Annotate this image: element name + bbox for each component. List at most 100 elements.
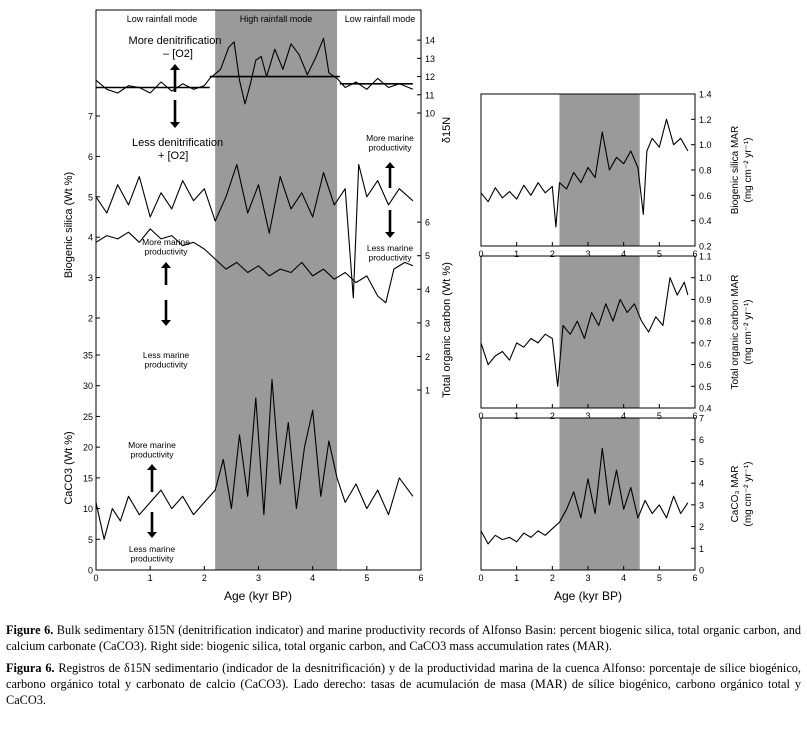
d15n-axis-tick-label: 12: [425, 72, 435, 82]
biogenic-silica-axis-tick-label: 5: [88, 192, 93, 202]
caco3-mar-y-axis-tick-label: 6: [699, 435, 704, 445]
biogenic-silica-mar-shading: [559, 94, 640, 246]
left-x-axis-label: Age (kyr BP): [224, 589, 292, 603]
annotation-less-productivity-1-line: productivity: [145, 360, 189, 370]
annotation-more-productivity-3-line: More marine: [128, 440, 176, 450]
caco3-mar-y-axis-tick-label: 3: [699, 500, 704, 510]
toc-mar-y-axis-tick-label: 0.9: [699, 295, 712, 305]
annotation-less-productivity-1-line: Less marine: [143, 350, 190, 360]
caption-en-label: Figure 6.: [6, 623, 54, 637]
annotation-more-productivity-2-line: productivity: [369, 143, 413, 153]
d15n-axis-tick-label: 10: [425, 109, 435, 119]
toc-axis-tick-label: 2: [425, 352, 430, 362]
arrow-less-denitrification: [170, 100, 180, 128]
high-rainfall-shading: [215, 10, 338, 570]
toc-axis-tick-label: 3: [425, 318, 430, 328]
toc-mar-panel: 0.4 0.5 0.6 0.7 0.8 0.9 1.0 1.1 0 1 2 3 4 5 6 Total org…: [478, 252, 754, 422]
figure: Low rainfall mode High rainfall mode Low r…: [63, 9, 754, 604]
toc-mar-y-axis-tick-label: 0.8: [699, 317, 712, 327]
toc-mar-y-axis-tick-label: 0.5: [699, 382, 712, 392]
biogenic-silica-mar-axis-label-line: Biogenic silica MAR: [730, 126, 741, 214]
annotation-more-productivity-3-line: productivity: [131, 450, 175, 460]
toc-mar-x-axis-tick-label: 4: [621, 411, 626, 421]
arrow-more-productivity-3: [147, 464, 157, 492]
d15n-line: [95, 37, 414, 105]
arrow-less-denitrification-head: [170, 122, 180, 128]
annotation-minus-o2: – [O2]: [163, 48, 193, 60]
toc-mar-shading: [559, 256, 640, 408]
caco3-mar-y-axis-tick-label: 5: [699, 457, 704, 467]
left-composite-panel: Low rainfall mode High rainfall mode Low r…: [63, 9, 453, 603]
toc-mar-y-axis-tick-label: 0.4: [699, 404, 712, 414]
annotation-more-productivity-2: More marine productivity: [366, 133, 414, 153]
annotation-less-denitrification: Less denitrification: [132, 137, 223, 149]
caco3-mar-y-axis-tick-label: 0: [699, 566, 704, 576]
arrow-more-productivity-1: [161, 262, 171, 285]
d15n-axis-tick-label: 14: [425, 36, 435, 46]
toc-mar-x-axis-tick-label: 0: [478, 411, 483, 421]
toc-mar-y-axis-tick-label: 1.0: [699, 273, 712, 283]
annotation-less-productivity-2-line: productivity: [369, 253, 413, 263]
toc-mar-line: [480, 277, 689, 387]
arrow-less-productivity-1-head: [161, 320, 171, 326]
biogenic-silica-mar-panel: 0.2 0.4 0.6 0.8 1.0 1.2 1.4 0 1 2 3 4 5 6 Biogenic sil…: [478, 90, 754, 260]
biogenic-silica-axis-label: Biogenic silica (Wt %): [63, 172, 75, 278]
toc-mar-x-axis-tick-label: 6: [692, 411, 697, 421]
toc-line: [95, 228, 414, 304]
left-x-axis-tick-label: 6: [418, 573, 423, 583]
caco3-mar-x-axis-tick-label: 0: [478, 573, 483, 583]
biogenic-silica-mar-x-axis-tick-label: 2: [550, 249, 555, 259]
caco3-mar-y-axis-tick-label: 2: [699, 522, 704, 532]
caco3-axis-tick-label: 5: [88, 535, 93, 545]
right-x-axis-label: Age (kyr BP): [554, 589, 622, 603]
annotation-more-productivity-2-line: More marine: [366, 133, 414, 143]
caco3-axis-tick-label: 35: [83, 351, 93, 361]
caco3-axis-tick-label: 25: [83, 412, 93, 422]
left-x-axis-tick-label: 1: [148, 573, 153, 583]
annotation-less-productivity-2: Less marine productivity: [367, 243, 414, 263]
biogenic-silica-mar-x-axis-tick-label: 1: [514, 249, 519, 259]
biogenic-silica-axis-tick-label: 2: [88, 314, 93, 324]
biogenic-silica-mar-x-axis-tick-label: 3: [585, 249, 590, 259]
biogenic-silica-mar-axis-label: Biogenic silica MAR (mg cm⁻² yr⁻¹): [730, 126, 754, 214]
toc-axis-tick-label: 6: [425, 218, 430, 228]
biogenic-silica-mar-y-axis-tick-label: 0.6: [699, 191, 712, 201]
annotation-more-productivity-1: More marine productivity: [142, 237, 190, 257]
toc-mar-x-axis-tick-label: 3: [585, 411, 590, 421]
annotation-more-productivity-3: More marine productivity: [128, 440, 176, 460]
caco3-mar-y-axis-tick-label: 4: [699, 479, 704, 489]
regime-label-high: High rainfall mode: [240, 14, 313, 24]
biogenic-silica-mar-y-axis-tick-label: 1.4: [699, 90, 712, 100]
arrow-more-productivity-2-head: [385, 162, 395, 168]
arrow-less-productivity-3-head: [147, 532, 157, 538]
caption-english: Figure 6. Bulk sedimentary δ15N (denitri…: [6, 622, 801, 654]
caco3-mar-x-axis-tick-label: 1: [514, 573, 519, 583]
caco3-axis-tick-label: 15: [83, 473, 93, 483]
toc-mar-axis-label-line: Total organic carbon MAR: [730, 274, 741, 389]
caption-es-text: Registros de δ15N sedimentario (indicado…: [6, 661, 801, 707]
caco3-line: [95, 379, 414, 540]
left-x-axis-tick-label: 3: [256, 573, 261, 583]
toc-mar-x-axis-tick-label: 2: [550, 411, 555, 421]
annotation-less-productivity-3-line: Less marine: [129, 544, 176, 554]
biogenic-silica-mar-y-axis-tick-label: 1.0: [699, 140, 712, 150]
toc-mar-y-axis-tick-label: 1.1: [699, 252, 712, 262]
caco3-mar-x-axis-tick-label: 4: [621, 573, 626, 583]
figure-caption: Figure 6. Bulk sedimentary δ15N (denitri…: [6, 622, 801, 714]
caco3-axis-tick-label: 20: [83, 443, 93, 453]
caption-es-label: Figura 6.: [6, 661, 55, 675]
arrow-less-productivity-1: [161, 300, 171, 326]
right-mar-panels: 0.2 0.4 0.6 0.8 1.0 1.2 1.4 0 1 2 3 4 5 6 Biogenic sil…: [478, 90, 754, 604]
biogenic-silica-mar-x-axis-tick-label: 4: [621, 249, 626, 259]
arrow-less-productivity-2-head: [385, 232, 395, 238]
biogenic-silica-mar-y-axis-tick-label: 1.2: [699, 115, 712, 125]
caco3-mar-x-axis-tick-label: 3: [585, 573, 590, 583]
annotation-plus-o2: + [O2]: [158, 150, 188, 162]
toc-mar-x-axis-tick-label: 5: [657, 411, 662, 421]
caco3-axis-tick-label: 30: [83, 381, 93, 391]
toc-mar-axis-label-line: (mg cm⁻² yr⁻¹): [743, 300, 754, 365]
biogenic-silica-line: [95, 163, 414, 299]
arrow-more-productivity-3-head: [147, 464, 157, 470]
caco3-mar-y-axis-tick-label: 1: [699, 544, 704, 554]
